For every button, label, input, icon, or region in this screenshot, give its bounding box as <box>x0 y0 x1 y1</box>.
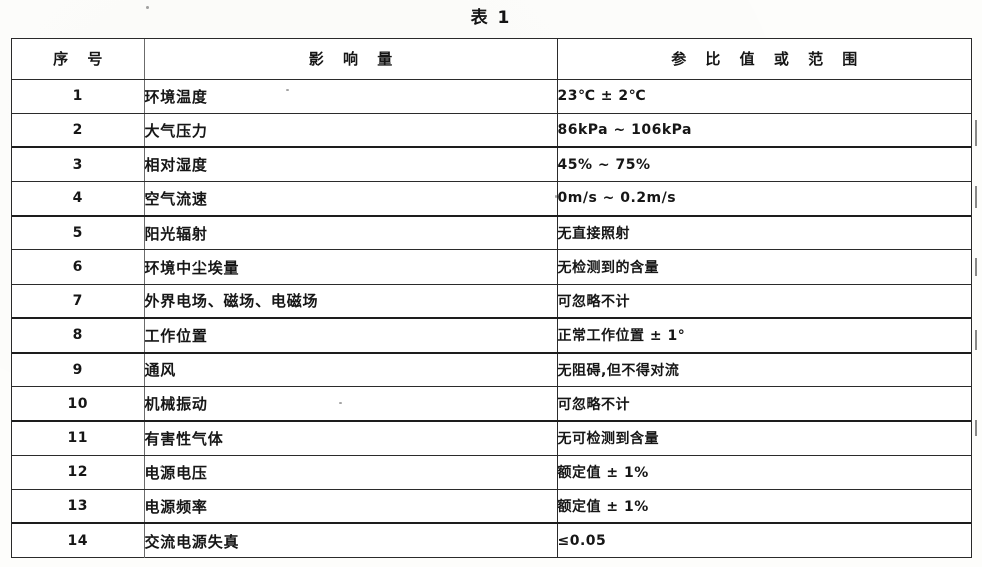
cell-influence-quantity: 大气压力 <box>144 113 558 149</box>
cell-serial-number: 9 <box>12 352 145 388</box>
cell-reference-value: 无可检测到含量 <box>557 420 971 456</box>
scan-edge-mark <box>975 186 977 208</box>
table-row: 12 电源电压 额定值 ± 1% <box>12 455 971 490</box>
cell-serial-number: 12 <box>12 455 145 490</box>
table-caption: 表 1 <box>470 8 512 28</box>
table-row: 3 相对湿度 45% ~ 75% <box>12 147 971 183</box>
table-row: 5 阳光辐射 无直接照射 <box>12 215 971 251</box>
cell-serial-number: 3 <box>12 147 145 183</box>
cell-influence-quantity: 机械振动 <box>144 386 558 422</box>
scan-edge-mark <box>975 120 977 146</box>
table-row: 4 空气流速 0m/s ~ 0.2m/s <box>12 181 971 217</box>
header-row: 序 号 影 响 量 参 比 值 或 范 围 <box>12 39 971 80</box>
cell-reference-value: 可忽略不计 <box>557 284 971 320</box>
column-header-serial-number: 序 号 <box>12 39 145 80</box>
table-row: 11 有害性气体 无可检测到含量 <box>12 420 971 456</box>
column-header-reference-value-or-range: 参 比 值 或 范 围 <box>557 39 971 80</box>
cell-influence-quantity: 通风 <box>144 352 558 388</box>
table-row: 13 电源频率 额定值 ± 1% <box>12 489 971 525</box>
cell-influence-quantity: 电源电压 <box>144 455 558 490</box>
cell-reference-value: 无直接照射 <box>557 215 971 251</box>
table-row: 8 工作位置 正常工作位置 ± 1° <box>12 318 971 354</box>
table-row: 14 交流电源失真 ≤0.05 <box>12 523 971 558</box>
cell-serial-number: 4 <box>12 181 145 217</box>
cell-influence-quantity: 电源频率 <box>144 489 558 525</box>
table-body: 1 环境温度 23℃ ± 2℃ 2 大气压力 86kPa ~ 106kPa 3 相对湿度 45%… <box>12 79 971 558</box>
cell-serial-number: 2 <box>12 113 145 149</box>
table-row: 6 环境中尘埃量 无检测到的含量 <box>12 249 971 285</box>
cell-serial-number: 6 <box>12 249 145 285</box>
cell-influence-quantity: 空气流速 <box>144 181 558 217</box>
scan-edge-mark <box>975 258 977 276</box>
cell-serial-number: 5 <box>12 215 145 251</box>
cell-reference-value: 额定值 ± 1% <box>557 489 971 525</box>
cell-serial-number: 8 <box>12 318 145 354</box>
cell-reference-value: ≤0.05 <box>557 533 607 550</box>
cell-influence-quantity: 环境中尘埃量 <box>144 249 558 285</box>
cell-reference-value: 正常工作位置 ± 1° <box>557 318 971 354</box>
cell-influence-quantity: 交流电源失真 <box>144 523 558 558</box>
scan-edge-mark <box>975 420 977 436</box>
cell-influence-quantity: 工作位置 <box>144 318 558 354</box>
cell-reference-value: 45% ~ 75% <box>557 147 971 183</box>
cell-serial-number: 14 <box>12 523 145 558</box>
cell-serial-number: 1 <box>12 79 145 114</box>
cell-reference-value: 无检测到的含量 <box>557 249 971 285</box>
cell-serial-number: 10 <box>12 386 145 422</box>
cell-reference-value: 0m/s ~ 0.2m/s <box>557 181 971 217</box>
table-row: 10 机械振动 可忽略不计 <box>12 386 971 422</box>
table-row: 7 外界电场、磁场、电磁场 可忽略不计 <box>12 284 971 320</box>
table-header: 序 号 影 响 量 参 比 值 或 范 围 <box>12 39 971 80</box>
column-header-influence-quantity: 影 响 量 <box>144 39 558 80</box>
cell-serial-number: 13 <box>12 489 145 525</box>
cell-reference-value: 23℃ ± 2℃ <box>557 79 971 114</box>
influence-quantities-table: 序 号 影 响 量 参 比 值 或 范 围 1 环境温度 23℃ ± 2℃ 2 大气压力… <box>12 39 971 558</box>
table-row: 9 通风 无阻碍,但不得对流 <box>12 352 971 388</box>
cell-reference-value: 可忽略不计 <box>557 386 971 422</box>
cell-influence-quantity: 有害性气体 <box>144 420 558 456</box>
scan-edge-mark <box>975 330 977 350</box>
cell-reference-value: 额定值 ± 1% <box>557 455 971 490</box>
table-row: 1 环境温度 23℃ ± 2℃ <box>12 79 971 114</box>
cell-serial-number: 7 <box>12 284 145 320</box>
cell-serial-number: 11 <box>12 420 145 456</box>
cell-influence-quantity: 相对湿度 <box>144 147 558 183</box>
cell-reference-value: 无阻碍,但不得对流 <box>557 352 971 388</box>
cell-reference-value: 86kPa ~ 106kPa <box>557 113 971 149</box>
cell-influence-quantity: 外界电场、磁场、电磁场 <box>144 284 558 320</box>
cell-influence-quantity: 环境温度 <box>144 79 558 114</box>
table-container: 序 号 影 响 量 参 比 值 或 范 围 1 环境温度 23℃ ± 2℃ 2 大气压力… <box>11 38 972 558</box>
table-row: 2 大气压力 86kPa ~ 106kPa <box>12 113 971 149</box>
cell-influence-quantity: 阳光辐射 <box>144 215 558 251</box>
